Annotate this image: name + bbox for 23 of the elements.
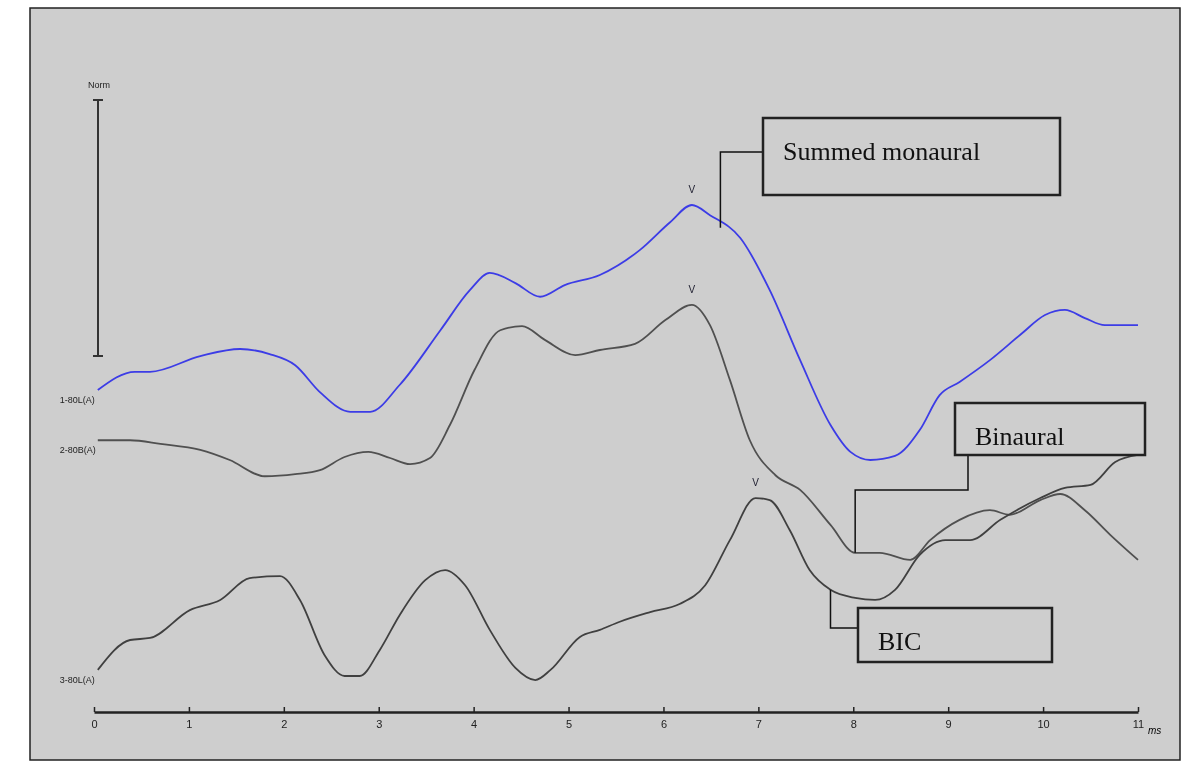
- x-tick-label: 7: [755, 717, 762, 730]
- x-tick-label: 5: [565, 717, 573, 730]
- annotation: BIC: [878, 627, 922, 656]
- x-axis-title: ms: [1148, 725, 1162, 736]
- x-tick-label: 11: [1132, 717, 1145, 730]
- x-tick-label: 0: [91, 717, 98, 730]
- series-label: 3-80L(A): [59, 674, 95, 685]
- annotation: V: [688, 184, 696, 195]
- series-label: 2-80B(A): [59, 445, 96, 456]
- x-tick-label: 4: [471, 717, 478, 730]
- x-tick-label: 2: [281, 717, 288, 730]
- x-tick-label: 3: [376, 717, 383, 730]
- x-tick-label: 9: [945, 717, 952, 730]
- x-tick-label: 6: [660, 717, 668, 730]
- x-tick-label: 10: [1037, 717, 1050, 730]
- text: Norm: [88, 80, 110, 90]
- x-tick-label: 1: [186, 717, 193, 730]
- annotation: V: [752, 477, 760, 489]
- annotation: Binaural: [975, 422, 1065, 451]
- annotation: V: [688, 283, 696, 295]
- annotation: Summed monaural: [783, 137, 981, 166]
- series-label: 1-80L(A): [59, 395, 95, 406]
- x-tick-label: 8: [850, 717, 857, 730]
